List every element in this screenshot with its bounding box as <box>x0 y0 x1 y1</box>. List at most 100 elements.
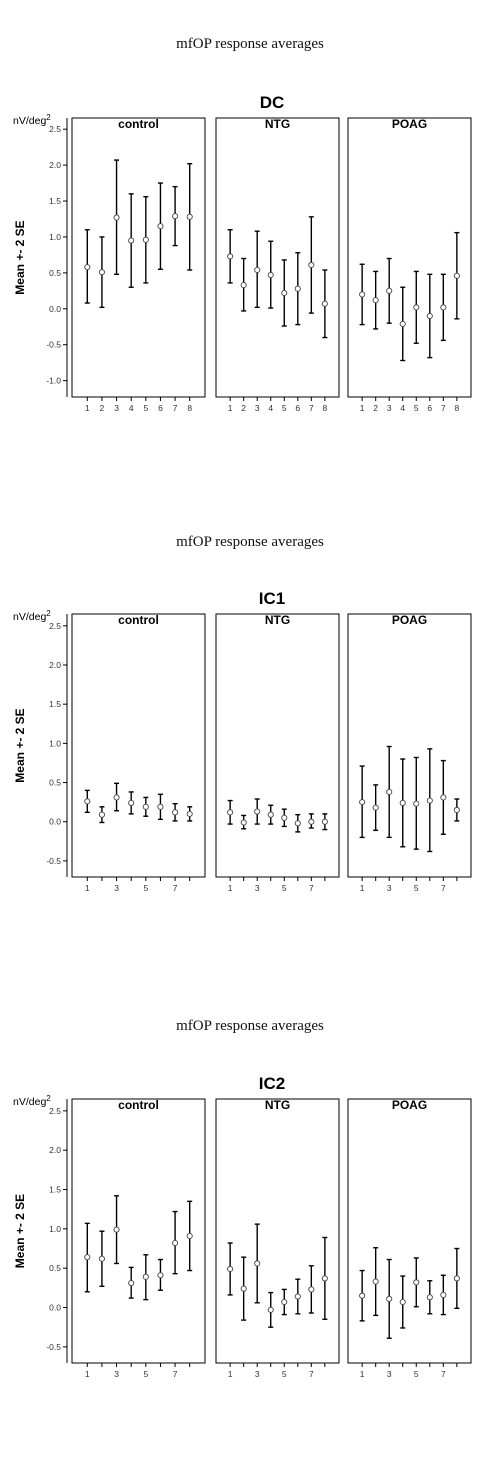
x-tick-label: 7 <box>441 403 446 413</box>
x-tick-label: 6 <box>158 403 163 413</box>
y-unit-label: nV/deg2 <box>13 1094 51 1108</box>
y-unit-superscript: 2 <box>46 609 51 618</box>
x-tick-label: 5 <box>414 883 419 893</box>
mean-point <box>372 804 379 811</box>
mean-point <box>294 1293 301 1300</box>
mean-point <box>142 1273 149 1280</box>
x-tick-label: 1 <box>228 1369 233 1379</box>
x-tick-label: 3 <box>255 1369 260 1379</box>
figure-title: mfOP response averages <box>176 1018 324 1034</box>
x-tick-label: 3 <box>114 1369 119 1379</box>
x-tick-label: 8 <box>454 403 459 413</box>
x-tick-label: 5 <box>414 1369 419 1379</box>
chart-dc: mfOP response averagesDCnV/deg22.52.01.5… <box>13 36 472 413</box>
mean-point <box>399 320 406 327</box>
x-tick-label: 5 <box>282 883 287 893</box>
mean-point <box>321 1275 328 1282</box>
mean-point <box>372 1278 379 1285</box>
mean-point <box>453 806 460 814</box>
mean-point <box>172 213 179 220</box>
mean-point <box>440 304 447 311</box>
mean-point <box>426 1294 433 1301</box>
panel-ntg: NTG 1 3 5 7 <box>215 1098 340 1379</box>
x-tick-label: 7 <box>173 1369 178 1379</box>
mean-point <box>240 1285 247 1292</box>
x-tick-label: 1 <box>228 403 233 413</box>
y-tick-label: 2.0 <box>49 660 61 670</box>
mean-point <box>227 1265 234 1273</box>
mean-point <box>281 814 288 821</box>
panel-control: control 1 3 5 7 <box>71 1098 206 1379</box>
figure-title: mfOP response averages <box>176 36 324 52</box>
x-tick-label: 5 <box>282 403 287 413</box>
mean-point <box>113 1226 120 1233</box>
panel-frame <box>215 1098 340 1364</box>
y-tick-label: -0.5 <box>46 340 61 350</box>
y-tick-label: 2.5 <box>49 621 61 631</box>
y-tick-label: 2.5 <box>49 1106 61 1116</box>
x-tick-label: 8 <box>187 403 192 413</box>
mean-point <box>240 819 247 826</box>
panel-frame <box>215 117 340 398</box>
mean-point <box>128 799 135 806</box>
y-tick-label: 0.0 <box>49 1303 61 1313</box>
mean-point <box>308 818 315 825</box>
mean-point <box>84 1254 91 1261</box>
mean-point <box>426 797 433 804</box>
panel-title: control <box>118 613 159 627</box>
mean-point <box>321 300 328 307</box>
y-tick-label: 2.0 <box>49 160 61 170</box>
mean-point <box>128 1280 135 1287</box>
chart-ic2: mfOP response averagesIC2nV/deg22.52.01.… <box>13 1018 472 1379</box>
mean-point <box>84 264 91 271</box>
mean-point <box>399 1298 406 1306</box>
mean-point <box>254 266 261 274</box>
x-tick-label: 7 <box>173 403 178 413</box>
mean-point <box>98 269 105 276</box>
panel-frame <box>347 1098 472 1364</box>
mean-point <box>267 271 274 279</box>
mean-point <box>453 1275 460 1282</box>
panel-control: control 1 2 3 4 5 6 7 8 <box>71 117 206 413</box>
mean-point <box>386 1295 393 1302</box>
mean-point <box>426 312 433 320</box>
x-tick-label: 1 <box>85 403 90 413</box>
mean-point <box>440 794 447 801</box>
y-axis-label: Mean +- 2 SE <box>13 1194 27 1268</box>
panel-ntg: NTG 1 2 3 4 5 6 7 8 <box>215 117 340 413</box>
panel-frame <box>215 613 340 878</box>
y-unit-text: nV/deg <box>13 1096 46 1108</box>
mean-point <box>359 799 366 806</box>
y-tick-label: 0.5 <box>49 1263 61 1273</box>
mean-point <box>254 1260 261 1267</box>
mean-point <box>386 287 393 294</box>
y-unit-text: nV/deg <box>13 115 46 127</box>
y-tick-label: -0.5 <box>46 1342 61 1352</box>
mean-point <box>281 1298 288 1306</box>
y-axis-label: Mean +- 2 SE <box>13 708 27 782</box>
mean-point <box>413 800 420 807</box>
mean-point <box>142 236 149 243</box>
mean-point <box>308 1286 315 1293</box>
x-tick-label: 3 <box>114 883 119 893</box>
mean-point <box>267 1306 274 1313</box>
x-tick-label: 1 <box>360 403 365 413</box>
panel-poag: POAG 1 2 3 4 5 6 7 8 <box>347 117 472 413</box>
figure-title: mfOP response averages <box>176 534 324 550</box>
mean-point <box>98 1255 105 1262</box>
x-tick-label: 5 <box>143 883 148 893</box>
mean-point <box>157 1272 164 1279</box>
x-tick-label: 3 <box>387 883 392 893</box>
mean-point <box>142 803 149 810</box>
x-tick-label: 7 <box>441 1369 446 1379</box>
y-unit-superscript: 2 <box>46 1094 51 1103</box>
x-tick-label: 6 <box>295 403 300 413</box>
x-tick-label: 2 <box>100 403 105 413</box>
y-tick-label: 1.0 <box>49 1224 61 1234</box>
y-unit-label: nV/deg2 <box>13 609 51 623</box>
mean-point <box>113 214 120 221</box>
mean-point <box>227 253 234 260</box>
mean-point <box>172 809 179 816</box>
x-tick-label: 5 <box>143 1369 148 1379</box>
